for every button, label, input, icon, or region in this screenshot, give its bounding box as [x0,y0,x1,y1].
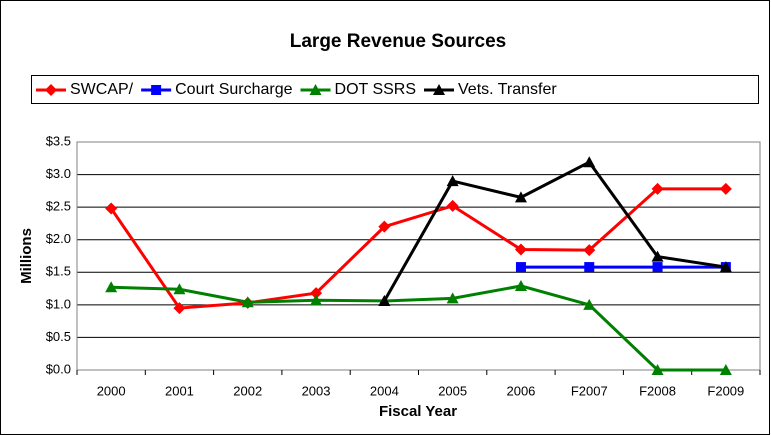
marker [651,250,664,262]
legend-marker [45,84,57,96]
marker [652,262,663,273]
x-tick-label: 2005 [438,383,467,398]
marker [310,294,323,306]
y-tick-label: $3.0 [46,166,71,181]
marker [651,364,664,375]
y-tick-label: $0.0 [46,361,71,376]
marker [446,199,459,212]
x-tick-label: 2003 [302,383,331,398]
marker [446,175,459,187]
marker [241,296,254,308]
x-tick-label: 2002 [233,383,262,398]
y-tick-label: $0.5 [46,329,71,344]
marker [378,220,391,233]
marker [584,262,595,273]
marker [446,292,459,304]
legend-marker [433,84,446,95]
x-tick-label: 2000 [97,383,126,398]
x-axis-label: Fiscal Year [379,403,457,420]
x-tick-label: F2008 [639,383,676,398]
marker [719,364,732,375]
legend-marker [151,85,162,95]
x-tick-label: 2004 [370,383,399,398]
x-tick-label: F2007 [571,383,608,398]
x-tick-label: F2009 [707,383,744,398]
marker [514,191,527,203]
legend-label: SWCAP/ [70,81,134,98]
chart-title: Large Revenue Sources [290,31,506,52]
marker [105,281,118,293]
line [111,284,726,372]
y-axis-label: Millions [18,228,35,284]
marker [719,261,732,273]
marker [173,302,186,315]
legend-label: Vets. Transfer [458,81,557,98]
marker [583,244,596,257]
x-tick-label: 2001 [165,383,194,398]
y-tick-label: $1.5 [46,264,71,279]
legend-marker [309,84,322,95]
marker [105,202,118,215]
marker [651,182,664,195]
marker [583,156,596,168]
marker [719,182,732,195]
y-tick-label: $2.5 [46,199,71,214]
marker [173,283,186,295]
line [383,160,727,302]
marker [583,298,596,310]
legend-label: DOT SSRS [335,81,417,98]
marker [378,294,391,306]
x-tick-label: 2006 [506,383,535,398]
marker [514,279,527,291]
marker [310,287,323,300]
legend-label: Court Surcharge [175,81,292,98]
y-tick-label: $2.0 [46,231,71,246]
y-tick-label: $1.0 [46,296,71,311]
line [109,187,726,310]
marker [514,243,527,256]
marker [515,262,526,273]
y-tick-label: $3.5 [46,133,71,148]
